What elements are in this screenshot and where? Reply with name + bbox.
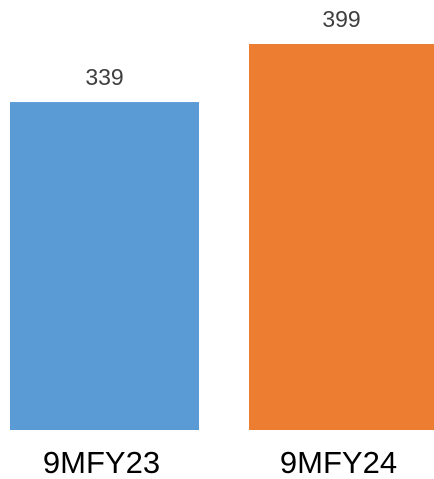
value-label: 399 [322,6,360,32]
value-label: 339 [85,64,123,90]
bar [249,44,434,430]
x-tick-label: 9MFY23 [43,445,160,479]
bar [10,102,199,431]
x-tick-label: 9MFY24 [280,445,397,479]
